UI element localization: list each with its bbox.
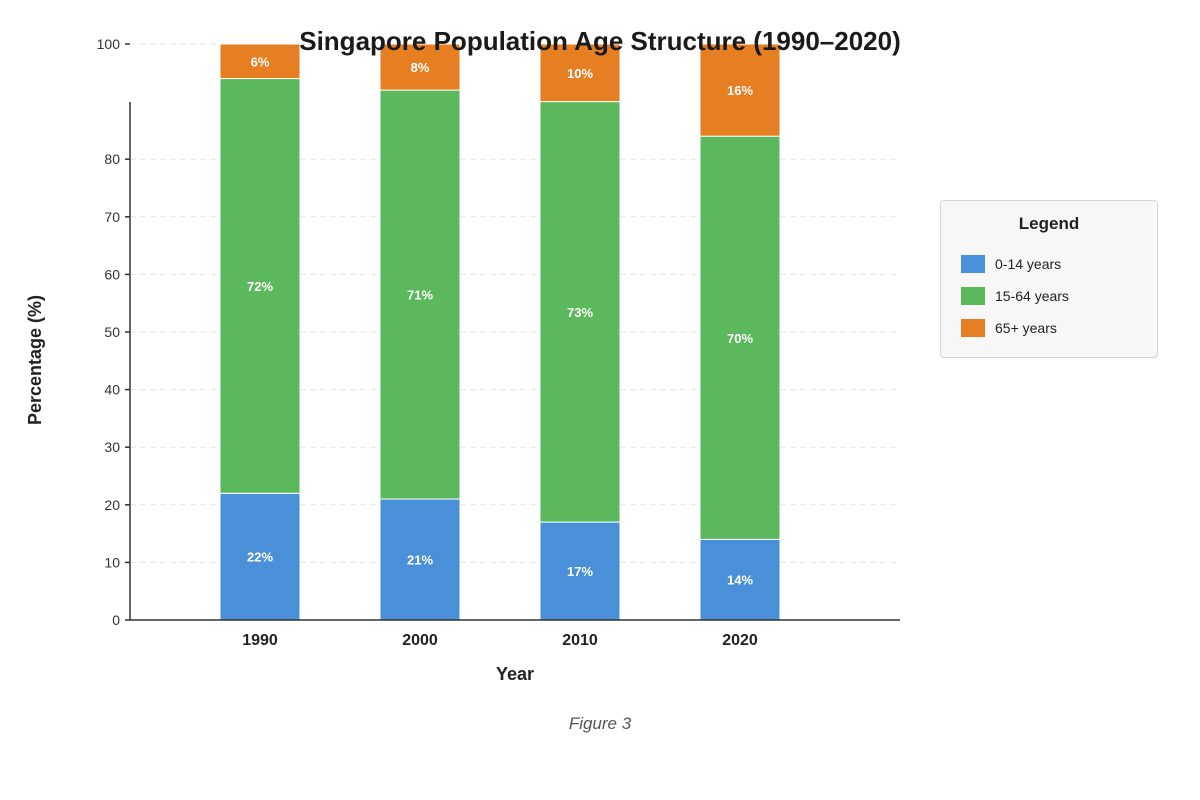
x-tick-label-1990: 1990 bbox=[242, 632, 278, 649]
bar-2000-15-64-years bbox=[379, 89, 461, 500]
data-label-2010-0-14-years: 17% bbox=[567, 564, 593, 579]
legend-title: Legend bbox=[1018, 214, 1080, 233]
y-tick-label-30: 30 bbox=[104, 439, 120, 455]
x-tick-label-2010: 2010 bbox=[562, 632, 598, 649]
y-tick-label-0: 0 bbox=[112, 612, 120, 628]
y-tick-label-100: 100 bbox=[97, 36, 121, 52]
data-label-2010-65-plus-years: 10% bbox=[567, 66, 593, 81]
bar-2010-15-64-years bbox=[539, 101, 621, 523]
data-label-2020-0-14-years: 14% bbox=[727, 573, 753, 588]
data-label-2020-15-64-years: 70% bbox=[727, 331, 753, 346]
legend-swatch-0-14 bbox=[961, 255, 985, 273]
bars bbox=[219, 43, 781, 621]
y-axis-ticks: 0 10 20 30 40 50 60 70 80 100 bbox=[97, 36, 130, 628]
chart-title: Singapore Population Age Structure (1990… bbox=[299, 26, 901, 56]
data-label-1990-15-64-years: 72% bbox=[247, 279, 273, 294]
legend-item-15-64: 15-64 years bbox=[961, 280, 1157, 312]
x-axis-title: Year bbox=[496, 664, 534, 684]
x-tick-label-2020: 2020 bbox=[722, 632, 758, 649]
figure-caption: Figure 3 bbox=[568, 714, 632, 733]
bar-2010-0-14-years bbox=[539, 521, 621, 621]
bar-2000-65-plus-years bbox=[379, 43, 461, 91]
legend-swatch-15-64 bbox=[961, 287, 985, 305]
data-label-1990-65-plus-years: 6% bbox=[251, 54, 270, 69]
y-tick-label-80: 80 bbox=[104, 151, 120, 167]
legend-label-15-64: 15-64 years bbox=[995, 288, 1069, 304]
x-tick-label-2000: 2000 bbox=[402, 632, 438, 649]
y-tick-label-70: 70 bbox=[104, 209, 120, 225]
y-tick-label-40: 40 bbox=[104, 382, 120, 398]
data-label-2010-15-64-years: 73% bbox=[567, 305, 593, 320]
bar-2010-65-plus-years bbox=[539, 43, 621, 103]
x-axis-ticks: 1990 2000 2010 2020 bbox=[242, 632, 758, 649]
data-label-1990-0-14-years: 22% bbox=[247, 550, 273, 565]
data-label-2000-0-14-years: 21% bbox=[407, 553, 433, 568]
legend-item-0-14: 0-14 years bbox=[961, 248, 1157, 280]
data-labels: 22% 72% 6% 21% 71% 8% 17% 73% 10% 14% 70% 16% bbox=[247, 54, 753, 587]
bar-2020-65-plus-years bbox=[699, 43, 781, 137]
legend-swatch-65-plus bbox=[961, 319, 985, 337]
y-tick-label-20: 20 bbox=[104, 497, 120, 513]
legend-label-65-plus: 65+ years bbox=[995, 320, 1057, 336]
legend-item-65-plus: 65+ years bbox=[961, 312, 1157, 344]
data-label-2000-15-64-years: 71% bbox=[407, 288, 433, 303]
legend-items: 0-14 years 15-64 years 65+ years bbox=[941, 248, 1157, 344]
legend: Legend 0-14 years 15-64 years 65+ years bbox=[940, 200, 1158, 358]
y-tick-label-50: 50 bbox=[104, 324, 120, 340]
legend-label-0-14: 0-14 years bbox=[995, 256, 1062, 272]
bar-2020-15-64-years bbox=[699, 135, 781, 540]
y-tick-label-10: 10 bbox=[104, 554, 120, 570]
bar-1990-65-plus-years bbox=[219, 43, 301, 80]
bar-2020-0-14-years bbox=[699, 538, 781, 621]
y-axis-title: Percentage (%) bbox=[25, 295, 45, 425]
bar-1990-15-64-years bbox=[219, 78, 301, 494]
data-label-2000-65-plus-years: 8% bbox=[411, 60, 430, 75]
y-tick-label-60: 60 bbox=[104, 266, 120, 282]
data-label-2020-65-plus-years: 16% bbox=[727, 83, 753, 98]
